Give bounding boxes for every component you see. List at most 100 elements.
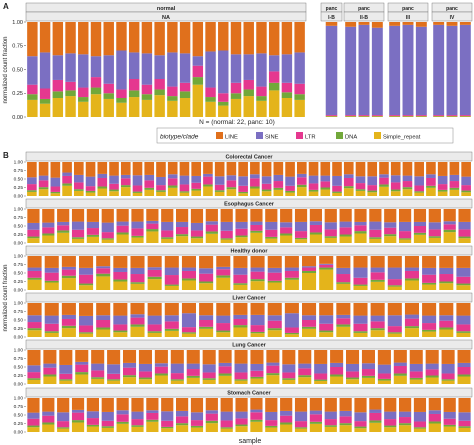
facet-bar-segment-line [284, 256, 299, 268]
facet-bar-segment-sine [233, 267, 248, 275]
facet-bar-segment-line [101, 209, 114, 223]
facet-bar-segment-line [144, 162, 155, 175]
panel-a-bar-segment-sine [325, 25, 338, 116]
panel-a-bar-segment-dna [268, 82, 280, 91]
facet-bar-segment-simple-repeat [370, 330, 385, 337]
panel-a-bar-segment-line [116, 22, 127, 51]
panel-a-bar-segment-ltr [103, 83, 114, 94]
facet-bar-segment-simple-repeat [458, 427, 471, 432]
facet-bar-segment-dna [109, 189, 119, 192]
facet-bar-segment-line [273, 162, 284, 175]
panel-a-bar-segment-dna [294, 94, 305, 100]
panel-a-bar-segment-line [325, 22, 338, 26]
facet-bar-segment-sine [377, 364, 391, 374]
facet-bar-segment-ltr [353, 277, 368, 285]
facet-bar-segment-simple-repeat [233, 327, 248, 337]
facet-bar-segment-dna [147, 331, 162, 333]
facet-bar-segment-ltr [367, 185, 378, 191]
facet-bar-segment-sine [343, 174, 354, 178]
facet-bar-segment-simple-repeat [181, 333, 196, 337]
facet-bar-segment-ltr [130, 317, 145, 325]
facet-bar-segment-line [27, 162, 37, 178]
facet-bar-segment-sine [302, 315, 317, 320]
facet-bar-segment-dna [309, 421, 322, 424]
legend-items: LINE SINE LTR DNA Simple_repeat [216, 132, 421, 140]
facet-strip-bg [25, 198, 473, 209]
legend-label-dna: DNA [345, 134, 357, 140]
facet-bar-segment-simple-repeat [27, 279, 42, 290]
facet-bar-segment-dna [38, 187, 49, 190]
facet-bar-segment-line [71, 398, 85, 410]
legend: biotype/clade LINE SINE LTR DNA Simple_repea… [156, 127, 454, 144]
facet-bar-segment-simple-repeat [91, 378, 105, 384]
facet-bar-segment-sine [146, 220, 159, 224]
facet-bar-segment-simple-repeat [109, 191, 119, 196]
panel-a-bar-segment-sine [459, 24, 471, 116]
facet-bar-segment-ltr [186, 369, 200, 376]
facet-healthy-donor: Healthy donor 0.00 0.25 0.50 0.75 1.00 [14, 245, 473, 294]
panel-a-bar-segment-line [52, 22, 64, 56]
facet-bar-segment-ltr [57, 421, 70, 428]
facet-bar-segment-simple-repeat [393, 375, 407, 384]
facet-bar-segment-dna [27, 236, 40, 239]
panel-a-bar-segment-sine [65, 53, 76, 82]
facet-bar-segment-sine [267, 315, 282, 321]
facet-bar-segment-ltr [384, 227, 397, 235]
facet-bar-segment-dna [399, 423, 412, 426]
facet-y-tick-label: 0.50 [14, 271, 24, 277]
facet-strip-label: Stomach Cancer [227, 391, 271, 397]
panel-a-bar-segment-sine [52, 55, 64, 80]
facet-bar-segment-line [370, 303, 385, 316]
facet-bar-segment-simple-repeat [302, 273, 317, 290]
facet-bar-segment-simple-repeat [44, 282, 59, 290]
panel-a-bar-segment-ltr [243, 79, 254, 90]
facet-bar-segment-dna [302, 326, 317, 329]
facet-bar-segment-line [59, 350, 73, 365]
facet-bar-segment-dna [336, 282, 351, 284]
facet-bar-segment-simple-repeat [57, 232, 70, 243]
facet-bar-segment-line [107, 350, 121, 365]
facet-bar-segment-ltr [156, 185, 166, 191]
panel-a-bar-segment-line [27, 22, 38, 57]
facet-bar-segment-line [61, 256, 76, 267]
facet-bar-segment-line [61, 303, 76, 315]
panel-a-bar-segment-sine [90, 56, 102, 78]
facet-bar-segment-ltr [220, 230, 233, 239]
facet-strip-label: Liver Cancer [232, 296, 266, 302]
facet-strip-label: Esophagus Cancer [224, 202, 275, 208]
facet-bar-segment-simple-repeat [261, 191, 272, 196]
facet-bar-segment-line [203, 162, 213, 174]
panel-a-bar-segment-sine [78, 54, 89, 88]
facet-bar-segment-line [413, 398, 427, 412]
facet-bar-segment-sine [361, 363, 375, 370]
panel-a-bar-segment-dna [78, 97, 89, 102]
facet-bar-segment-line [85, 162, 96, 177]
facet-bar-segment-simple-repeat [85, 192, 96, 196]
facet-bar-segment-sine [190, 412, 204, 421]
facet-bar-segment-dna [96, 273, 111, 277]
strip-label-iib: II-B [360, 15, 368, 21]
facet-bar-segment-ltr [75, 364, 89, 373]
facet-bar-segment-simple-repeat [62, 185, 72, 196]
facet-bar-segment-simple-repeat [399, 239, 412, 243]
legend-swatch-simple-repeat [374, 132, 381, 139]
facet-bar-segment-line [267, 256, 282, 268]
facet-bar-segment-line [214, 162, 225, 177]
facet-bar-segment-simple-repeat [214, 191, 225, 196]
facet-bar-segment-line [96, 303, 111, 316]
facet-bar-segment-sine [131, 221, 144, 229]
panel-a-bar-segment-simple-repeat [78, 101, 89, 117]
facet-bar-segment-line [167, 162, 178, 175]
facet-bar-segment-sine [458, 221, 471, 230]
facet-bar-segment-ltr [138, 371, 152, 378]
facet-bar-segment-simple-repeat [147, 279, 162, 290]
facet-bar-segment-line [113, 256, 128, 268]
facet-bar-segment-sine [199, 268, 214, 274]
panel-a-bar-segment-line [230, 22, 242, 55]
facet-bar-segment-line [319, 303, 334, 316]
panel-a-bar-segment-sine [281, 54, 293, 83]
panel-a-bar-segment-simple-repeat [52, 98, 64, 117]
strip-label-panc-3: panc [402, 6, 414, 12]
facet-bar-segment-sine [226, 175, 237, 181]
facet-bar-segment-dna [267, 280, 282, 283]
